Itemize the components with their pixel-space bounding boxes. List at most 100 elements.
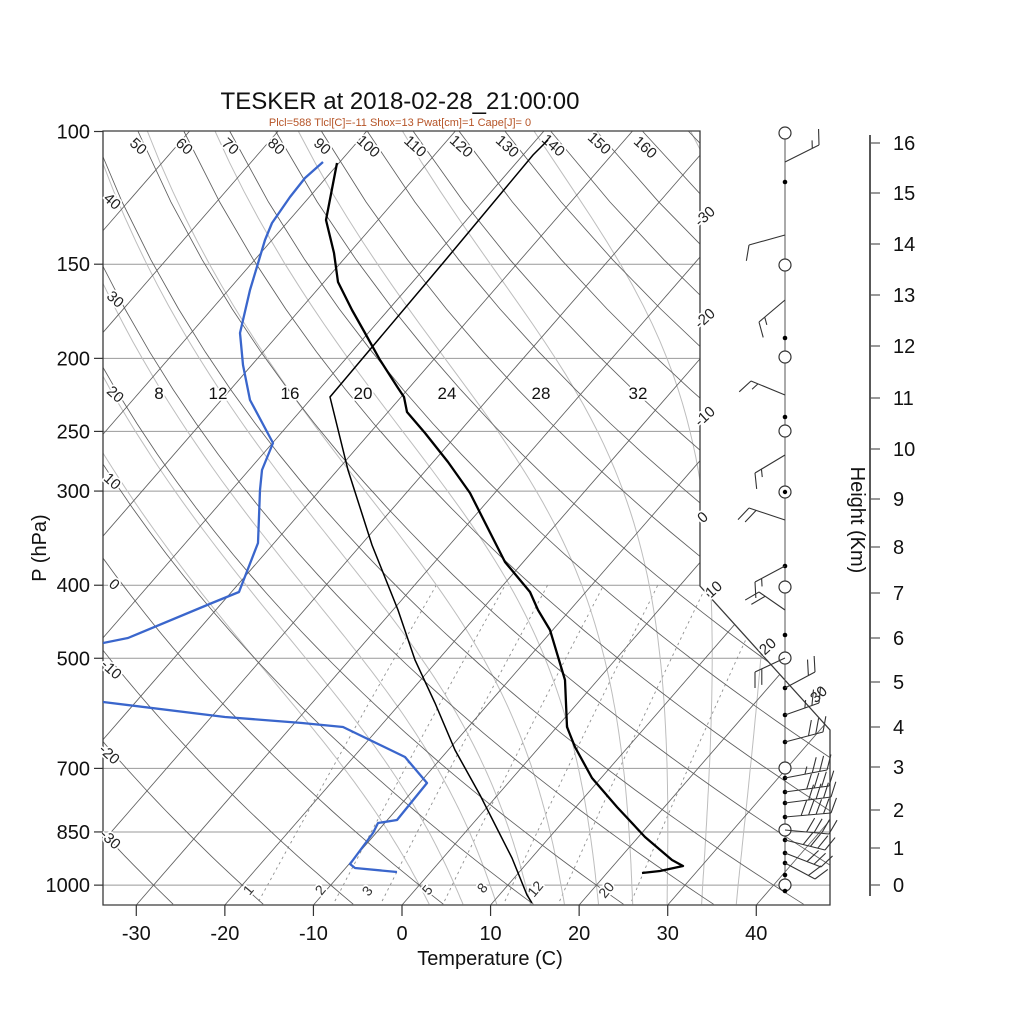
height-tick-label: 16 (893, 133, 915, 155)
temperature-tick-label: 30 (657, 923, 679, 945)
wind-barb (758, 299, 786, 338)
isotherm-right-label: 10 (702, 578, 726, 602)
dry-adiabat-label: 100 (353, 132, 383, 161)
plot-frame (102, 130, 831, 906)
wind-barb (754, 565, 786, 599)
isotherm--70 (103, 131, 456, 905)
temperature-tick-label: 10 (479, 923, 501, 945)
isotherm--120 (0, 131, 13, 905)
isotherm--30 (135, 131, 810, 905)
dry-adiabat-140 (550, 131, 830, 905)
dry-adiabat-10 (103, 131, 534, 905)
moist-adiabat-label: 24 (438, 384, 457, 403)
dry-adiabat--20 (103, 131, 264, 905)
moist-adiabat-label: 8 (154, 384, 163, 403)
pressure-tick-label: 250 (57, 421, 90, 443)
dry-adiabat-100 (367, 131, 830, 905)
dry-adiabat-90 (321, 131, 830, 905)
pressure-tick-label: 150 (57, 254, 90, 276)
dry-adiabat-label: 110 (400, 132, 429, 161)
wind-barb (745, 234, 786, 261)
dry-adiabat-label: 130 (492, 132, 522, 161)
wind-barb (744, 591, 786, 611)
dry-adiabat-label: 90 (310, 135, 334, 159)
isotherm--10 (313, 131, 830, 905)
isotherm-right-label: 0 (694, 509, 712, 527)
mixing-ratio-line-20 (631, 585, 772, 902)
temperature-tick-label: 20 (568, 923, 590, 945)
height-tick-label: 7 (893, 583, 904, 605)
temperature-axis-label: Temperature (C) (417, 948, 563, 970)
isotherm--60 (103, 131, 545, 905)
isotherms (0, 131, 1024, 905)
moist-adiabat-28 (402, 131, 669, 905)
height-tick-label: 15 (893, 183, 915, 205)
grid-line-labels: 50 60 70 80 90 100 110 120 130 140 150 160403020100… (94, 127, 833, 902)
isotherm-50 (845, 131, 1024, 905)
dry-adiabat-110 (413, 131, 830, 905)
height-tick-label: 3 (893, 757, 904, 779)
pressure-gridlines (103, 263, 830, 886)
wind-level-dot (782, 632, 788, 638)
wind-level-circle (778, 350, 792, 364)
moist-adiabat-label: 20 (354, 384, 373, 403)
mixing-ratio-line-5 (444, 584, 604, 902)
moist-adiabat-4 (103, 131, 464, 905)
dry-adiabat-label: 70 (218, 135, 242, 159)
mixing-ratio-line-8 (504, 584, 659, 902)
isotherm-0 (401, 131, 830, 905)
wind-barb (784, 687, 822, 716)
wind-level-dot (782, 872, 788, 878)
mixing-ratio-line-2 (334, 584, 506, 902)
mixing-ratio-lines (258, 584, 772, 902)
sounding-curves (103, 139, 685, 904)
wind-barb (784, 716, 827, 743)
wind-barb (754, 657, 786, 689)
wind-barb (754, 454, 786, 489)
isotherm--40 (103, 131, 722, 905)
adiabat-left-label: -30 (96, 826, 123, 853)
wind-level-circle (778, 258, 792, 272)
sounding-indices-subtitle: Plcl=588 Tlcl[C]=-11 Shox=13 Pwat[cm]=1 … (268, 117, 532, 129)
wind-barb (784, 831, 836, 851)
adiabat-left-label: 0 (105, 576, 123, 594)
pressure-tick-label: 100 (57, 122, 90, 144)
wind-level-dot (782, 335, 788, 341)
mixing-ratio-label: 8 (474, 880, 491, 896)
pressure-tick-label: 850 (57, 822, 90, 844)
dry-adiabat-0 (103, 131, 444, 905)
adiabat-left-label: 40 (100, 190, 124, 214)
wind-level-circle (778, 126, 792, 140)
moist-adiabat-20 (214, 131, 599, 905)
temperature-curve (324, 162, 685, 875)
dry-adiabat-70 (229, 131, 830, 905)
parcel-line (329, 139, 549, 904)
temperature-tick-label: 40 (745, 923, 767, 945)
height-tick-label: 13 (893, 285, 915, 307)
pressure-tick-label: 300 (57, 481, 90, 503)
moist-adiabat-0 (103, 131, 430, 905)
height-tick-label: 2 (893, 800, 904, 822)
temperature-tick-label: -20 (210, 923, 239, 945)
mixing-ratio-line-1 (258, 584, 437, 902)
height-tick-label: 6 (893, 628, 904, 650)
height-tick-label: 0 (893, 875, 904, 897)
dry-adiabat-label: 50 (126, 135, 150, 159)
dewpoint-curve-upper (103, 161, 324, 645)
isotherm-20 (578, 131, 830, 905)
dry-adiabat-label: 80 (264, 135, 288, 159)
wind-level-circledot (782, 489, 788, 495)
temperature-tick-label: -30 (122, 923, 151, 945)
wind-barb (784, 781, 837, 804)
moist-adiabat-16 (147, 131, 565, 905)
dry-adiabat-40 (103, 131, 804, 905)
moist-adiabat-24 (298, 131, 634, 905)
isotherm--90 (103, 131, 279, 905)
height-axis-label: Height (Km) (846, 467, 868, 574)
wind-level-dot (782, 179, 788, 185)
height-tick-label: 1 (893, 838, 904, 860)
isotherm-right-label: -10 (691, 403, 718, 430)
isotherm-10 (490, 131, 830, 905)
pressure-tick-label: 200 (57, 348, 90, 370)
wind-level-circle (778, 580, 792, 594)
